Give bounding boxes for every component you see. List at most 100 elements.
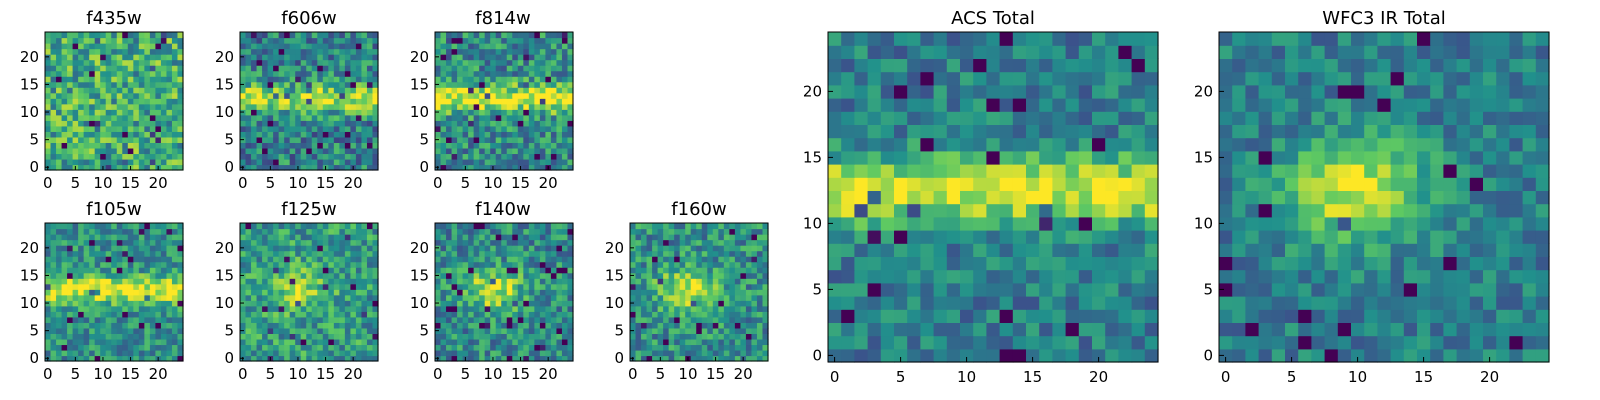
heatmap-cell bbox=[306, 153, 313, 160]
heatmap-cell bbox=[133, 70, 140, 77]
heatmap-cell bbox=[171, 316, 179, 323]
heatmap-cell bbox=[545, 48, 552, 55]
heatmap-cell bbox=[127, 109, 134, 116]
heatmap-cell bbox=[177, 114, 184, 121]
heatmap-cell bbox=[435, 294, 442, 301]
heatmap-cell bbox=[539, 272, 546, 279]
heatmap-cell bbox=[517, 338, 524, 346]
heatmap-cell bbox=[350, 250, 357, 257]
heatmap-cell bbox=[72, 70, 79, 77]
heatmap-cell bbox=[245, 92, 252, 99]
heatmap-cell bbox=[355, 338, 363, 346]
heatmap-cell bbox=[534, 283, 541, 290]
heatmap-cell bbox=[707, 250, 714, 257]
heatmap-cell bbox=[630, 305, 637, 312]
heatmap-cell bbox=[155, 125, 162, 132]
heatmap-cell bbox=[61, 114, 68, 121]
panel-title: f814w bbox=[475, 8, 530, 29]
heatmap-cell bbox=[289, 338, 296, 346]
heatmap-cell bbox=[240, 103, 247, 110]
heatmap-cell bbox=[528, 109, 535, 116]
heatmap-cell bbox=[149, 250, 156, 257]
heatmap-cell bbox=[696, 234, 703, 241]
heatmap-cell bbox=[127, 43, 134, 50]
heatmap-cell bbox=[256, 37, 263, 44]
heatmap-cell bbox=[289, 349, 296, 357]
heatmap-cell bbox=[534, 256, 541, 263]
heatmap-cell bbox=[512, 142, 519, 149]
heatmap-cell bbox=[284, 65, 291, 72]
heatmap-cell bbox=[473, 76, 480, 83]
heatmap-cell bbox=[729, 289, 736, 296]
heatmap-cell bbox=[756, 283, 764, 290]
heatmap-cell bbox=[256, 114, 263, 121]
heatmap-cell bbox=[245, 300, 252, 307]
heatmap-cell bbox=[278, 125, 285, 132]
heatmap-cell bbox=[278, 272, 285, 279]
heatmap-cell bbox=[495, 223, 502, 230]
heatmap-cell bbox=[517, 43, 524, 50]
heatmap-cell bbox=[668, 349, 675, 357]
heatmap-cell bbox=[328, 164, 335, 171]
heatmap-cell bbox=[317, 234, 324, 241]
heatmap-cell bbox=[89, 228, 96, 235]
heatmap-cell bbox=[355, 131, 363, 138]
heatmap-cell bbox=[550, 76, 558, 83]
heatmap-cell bbox=[740, 228, 747, 235]
heatmap-cell bbox=[479, 98, 486, 105]
heatmap-cell bbox=[116, 136, 123, 143]
heatmap-cell bbox=[451, 239, 458, 246]
heatmap-cell bbox=[333, 136, 340, 143]
heatmap-cell bbox=[177, 98, 184, 105]
heatmap-cell bbox=[67, 43, 74, 50]
heatmap-cell bbox=[366, 261, 374, 268]
heatmap-cell bbox=[56, 43, 63, 50]
heatmap-cell bbox=[251, 300, 258, 307]
heatmap-cell bbox=[89, 256, 96, 263]
heatmap-cell bbox=[278, 267, 285, 274]
heatmap-cell bbox=[718, 316, 725, 323]
heatmap-cell bbox=[267, 103, 274, 110]
heatmap-cell bbox=[366, 43, 374, 50]
heatmap-cell bbox=[517, 300, 524, 307]
heatmap-cell bbox=[1052, 335, 1067, 350]
heatmap-cell bbox=[322, 223, 329, 230]
heatmap-cell bbox=[311, 349, 318, 357]
heatmap-cell bbox=[506, 333, 513, 340]
heatmap-cell bbox=[289, 153, 296, 160]
heatmap-cell bbox=[523, 142, 530, 149]
heatmap-cell bbox=[462, 333, 469, 340]
heatmap-cell bbox=[646, 250, 653, 257]
heatmap-cell bbox=[160, 223, 168, 230]
heatmap-cell bbox=[550, 349, 558, 357]
heatmap-cell bbox=[273, 322, 280, 329]
heatmap-cell bbox=[245, 81, 252, 88]
heatmap-cell bbox=[171, 54, 179, 61]
heatmap-cell bbox=[105, 289, 112, 296]
heatmap-cell bbox=[473, 147, 480, 155]
heatmap-cell bbox=[100, 322, 107, 329]
heatmap-cell bbox=[350, 32, 357, 39]
heatmap-cell bbox=[473, 48, 480, 55]
heatmap-cell bbox=[138, 300, 145, 307]
heatmap-cell bbox=[306, 267, 313, 274]
heatmap-cell bbox=[160, 158, 168, 166]
heatmap-cell bbox=[311, 344, 318, 351]
heatmap-cell bbox=[350, 349, 357, 357]
heatmap-cell bbox=[679, 283, 686, 290]
heatmap-cell bbox=[50, 289, 57, 296]
y-tick-label: 5 bbox=[29, 322, 39, 340]
heatmap-cell bbox=[333, 120, 340, 127]
heatmap-cell bbox=[105, 70, 112, 77]
heatmap-cell bbox=[306, 355, 313, 362]
heatmap-cell bbox=[701, 349, 708, 357]
heatmap-cell bbox=[545, 278, 552, 285]
heatmap-cell bbox=[473, 228, 480, 235]
heatmap-cell bbox=[484, 283, 491, 290]
heatmap-cell bbox=[155, 48, 162, 55]
heatmap-cell bbox=[545, 37, 552, 44]
heatmap-cell bbox=[89, 261, 96, 268]
heatmap-cell bbox=[100, 114, 107, 121]
heatmap-cell bbox=[339, 125, 346, 132]
heatmap-cell bbox=[111, 43, 118, 50]
